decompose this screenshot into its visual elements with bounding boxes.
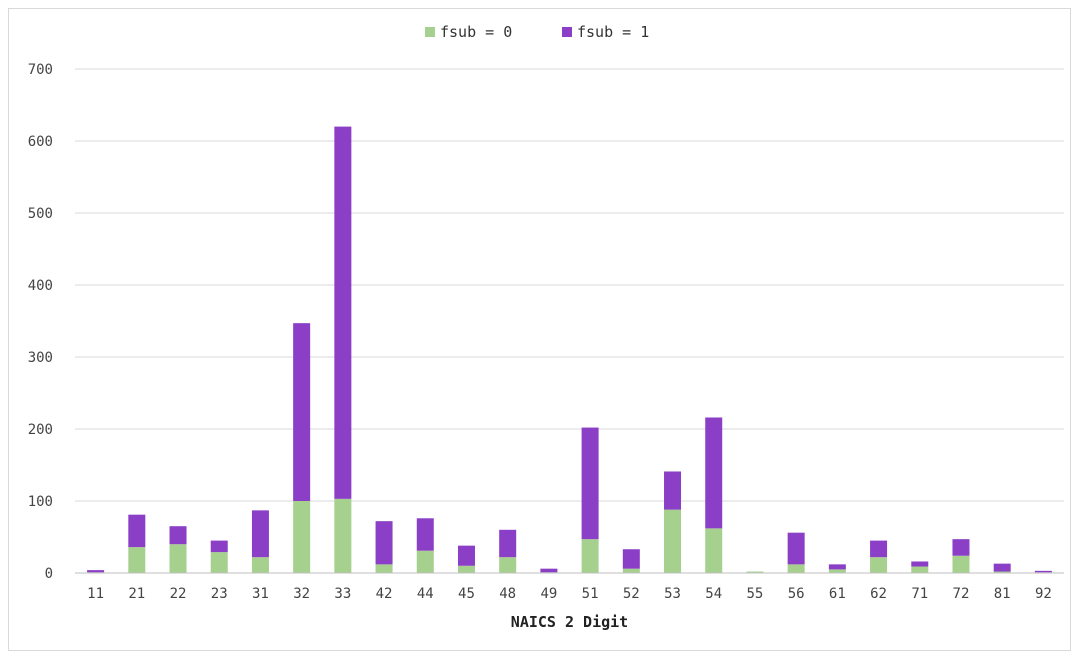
bar-61-fsub-1 (828, 564, 846, 570)
bar-31-fsub-1 (251, 510, 269, 558)
x-tick-label: 55 (747, 586, 764, 602)
x-tick-label: 48 (499, 586, 516, 602)
y-tick-label: 400 (28, 278, 53, 294)
x-tick-label: 22 (170, 586, 187, 602)
x-tick-label: 23 (211, 586, 228, 602)
bar-61-fsub-0 (828, 569, 846, 573)
bar-22-fsub-1 (169, 526, 187, 545)
bar-71-fsub-1 (911, 561, 929, 567)
bar-44-fsub-1 (416, 518, 434, 551)
bar-45-fsub-0 (457, 565, 475, 573)
x-tick-label: 53 (664, 586, 681, 602)
bar-92-fsub-1 (1034, 570, 1052, 573)
x-tick-label: 71 (911, 586, 928, 602)
bar-54-fsub-0 (705, 528, 723, 573)
bar-23-fsub-1 (210, 540, 228, 553)
bar-11-fsub-1 (87, 570, 105, 573)
bar-55-fsub-0 (746, 571, 764, 573)
bar-52-fsub-0 (622, 568, 640, 573)
bar-21-fsub-1 (128, 514, 146, 548)
x-tick-label: 21 (128, 586, 145, 602)
x-tick-label: 33 (334, 586, 351, 602)
bar-53-fsub-1 (664, 471, 682, 510)
y-tick-label: 700 (28, 62, 53, 78)
y-tick-label: 0 (45, 566, 53, 582)
bar-48-fsub-1 (499, 529, 517, 558)
y-tick-label: 100 (28, 494, 53, 510)
y-tick-label: 600 (28, 134, 53, 150)
y-tick-label: 300 (28, 350, 53, 366)
legend-label-fsub-1: fsub = 1 (577, 23, 649, 41)
x-axis-title: NAICS 2 Digit (511, 613, 628, 631)
bar-22-fsub-0 (169, 544, 187, 573)
x-tick-label: 62 (870, 586, 887, 602)
x-tick-label: 31 (252, 586, 269, 602)
x-tick-label: 42 (376, 586, 393, 602)
bar-45-fsub-1 (457, 545, 475, 566)
bar-21-fsub-0 (128, 547, 146, 573)
y-axis-tick-labels: 0 100 200 300 400 500 600 700 (28, 62, 53, 582)
bar-56-fsub-1 (787, 532, 805, 565)
bar-33-fsub-1 (334, 126, 352, 499)
bars (87, 126, 1052, 573)
x-tick-label: 44 (417, 586, 434, 602)
x-axis-tick-labels: 11 21 22 23 31 32 33 42 44 45 48 49 51 52 53 54 55 56 61 62… (87, 586, 1052, 602)
bar-51-fsub-0 (581, 539, 599, 573)
bar-62-fsub-0 (870, 557, 888, 573)
bar-32-fsub-0 (293, 501, 311, 573)
bar-44-fsub-0 (416, 550, 434, 573)
x-tick-label: 32 (293, 586, 310, 602)
bar-72-fsub-1 (952, 539, 970, 556)
bar-42-fsub-0 (375, 564, 393, 573)
bar-48-fsub-0 (499, 557, 517, 573)
y-tick-label: 200 (28, 422, 53, 438)
y-tick-label: 500 (28, 206, 53, 222)
x-tick-label: 52 (623, 586, 640, 602)
bar-23-fsub-0 (210, 552, 228, 573)
legend-label-fsub-0: fsub = 0 (440, 23, 512, 41)
bar-49-fsub-1 (540, 568, 558, 573)
bar-72-fsub-0 (952, 555, 970, 573)
bar-81-fsub-1 (993, 563, 1011, 572)
bar-54-fsub-1 (705, 417, 723, 529)
grid-lines (75, 68, 1064, 502)
x-tick-label: 49 (540, 586, 557, 602)
bar-31-fsub-0 (251, 557, 269, 573)
bar-42-fsub-1 (375, 521, 393, 565)
x-tick-label: 11 (87, 586, 104, 602)
bar-62-fsub-1 (870, 540, 888, 558)
bar-71-fsub-0 (911, 566, 929, 573)
bar-53-fsub-0 (664, 509, 682, 573)
legend-swatch-fsub-0 (425, 27, 435, 37)
x-tick-label: 72 (953, 586, 970, 602)
x-tick-label: 56 (788, 586, 805, 602)
legend: fsub = 0 fsub = 1 (425, 23, 649, 41)
bar-32-fsub-1 (293, 323, 311, 501)
x-tick-label: 54 (705, 586, 722, 602)
x-tick-label: 45 (458, 586, 475, 602)
bar-56-fsub-0 (787, 564, 805, 573)
x-tick-label: 92 (1035, 586, 1052, 602)
x-tick-label: 51 (582, 586, 599, 602)
x-tick-label: 61 (829, 586, 846, 602)
bar-51-fsub-1 (581, 427, 599, 540)
bar-52-fsub-1 (622, 549, 640, 569)
x-tick-label: 81 (994, 586, 1011, 602)
legend-swatch-fsub-1 (562, 27, 572, 37)
bar-33-fsub-0 (334, 498, 352, 573)
bar-81-fsub-0 (993, 571, 1011, 573)
